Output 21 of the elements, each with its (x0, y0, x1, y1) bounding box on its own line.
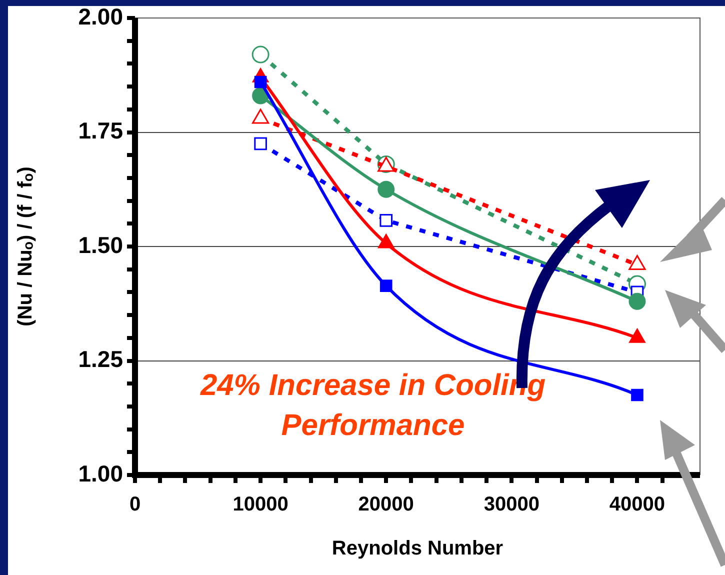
y-tick-label: 1.00 (78, 460, 123, 486)
point (252, 46, 270, 64)
y-tick-label: 1.25 (78, 346, 124, 372)
annotation: 24% Increase in Cooling Performance (199, 368, 547, 444)
point (380, 280, 392, 292)
x-axis-title: Reynolds Number (332, 538, 504, 560)
y-axis-title: (Nu / Nuₒ) / (f / fₒ) (14, 166, 37, 326)
x-tick-label: 20000 (358, 494, 414, 516)
y-tick-label: 2.00 (78, 3, 123, 30)
x-tick-label: 30000 (484, 494, 540, 516)
point (628, 292, 646, 310)
point (254, 137, 267, 150)
x-tick-label: 0 (129, 494, 141, 516)
point (254, 76, 267, 88)
x-tick-label: 40000 (609, 494, 666, 516)
point (380, 214, 393, 227)
point (378, 180, 395, 198)
y-tick-label: 1.50 (78, 232, 123, 258)
y-tick-label: 1.75 (78, 118, 124, 144)
x-tick-label: 10000 (232, 494, 288, 516)
point (631, 388, 644, 402)
